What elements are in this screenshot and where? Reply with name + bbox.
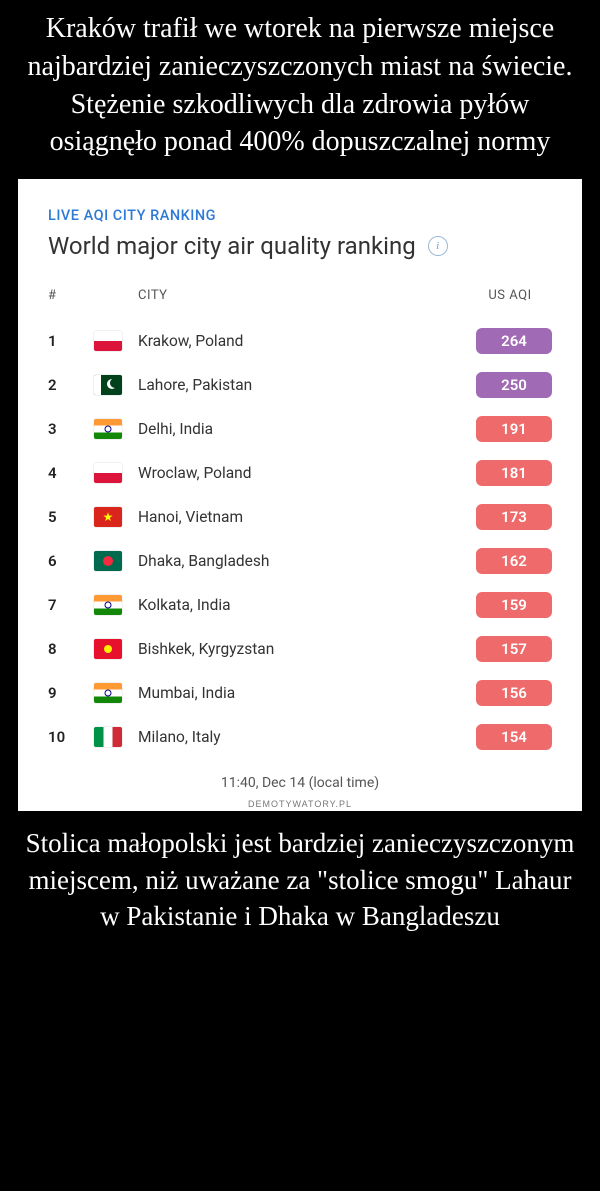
flag-icon: ★ [94,507,122,527]
table-row[interactable]: 8 Bishkek, Kyrgyzstan 157 [48,627,552,671]
table-row[interactable]: 7 Kolkata, India 159 [48,583,552,627]
caption: Stolica małopolski jest bardziej zaniecz… [0,811,600,956]
rank: 1 [48,332,94,350]
rank: 4 [48,464,94,482]
city-name: Wroclaw, Poland [138,464,468,482]
aqi-chip: 159 [476,592,552,618]
table-row[interactable]: 10 Milano, Italy 154 [48,715,552,759]
table-body: 1 Krakow, Poland 264 2 Lahore, Pakistan 250 3 D… [48,319,552,759]
aqi-chip: 250 [476,372,552,398]
flag-icon [94,419,122,439]
city-name: Krakow, Poland [138,332,468,350]
rank: 2 [48,376,94,394]
aqi-card: LIVE AQI CITY RANKING World major city a… [18,179,582,803]
timestamp: 11:40, Dec 14 (local time) [48,759,552,797]
rank: 7 [48,596,94,614]
flag-icon [94,463,122,483]
city-name: Lahore, Pakistan [138,376,468,394]
flag-icon [94,551,122,571]
aqi-chip: 264 [476,328,552,354]
city-name: Delhi, India [138,420,468,438]
flag-icon [94,595,122,615]
city-name: Bishkek, Kyrgyzstan [138,640,468,658]
aqi-chip: 154 [476,724,552,750]
aqi-chip: 162 [476,548,552,574]
flag-icon [94,727,122,747]
city-name: Dhaka, Bangladesh [138,552,468,570]
table-row[interactable]: 2 Lahore, Pakistan 250 [48,363,552,407]
card-title: World major city air quality ranking [48,232,416,260]
city-name: Milano, Italy [138,728,468,746]
flag-icon [94,639,122,659]
flag-icon [94,683,122,703]
flag-icon [94,375,122,395]
table-row[interactable]: 9 Mumbai, India 156 [48,671,552,715]
watermark: DEMOTYWATORY.PL [18,799,582,811]
city-name: Mumbai, India [138,684,468,702]
rank: 6 [48,552,94,570]
city-name: Hanoi, Vietnam [138,508,468,526]
city-name: Kolkata, India [138,596,468,614]
aqi-chip: 156 [476,680,552,706]
aqi-chip: 173 [476,504,552,530]
header-city: CITY [138,288,468,303]
headline: Kraków trafił we wtorek na pierwsze miej… [0,0,600,179]
info-icon[interactable]: i [428,236,448,256]
rank: 8 [48,640,94,658]
table-header: # CITY US AQI [48,288,552,303]
aqi-chip: 191 [476,416,552,442]
header-aqi: US AQI [468,288,552,303]
table-row[interactable]: 5★ Hanoi, Vietnam 173 [48,495,552,539]
card-title-row: World major city air quality ranking i [48,232,552,260]
table-row[interactable]: 3 Delhi, India 191 [48,407,552,451]
card-eyebrow: LIVE AQI CITY RANKING [48,207,552,224]
header-rank: # [48,288,94,303]
table-row[interactable]: 4 Wroclaw, Poland 181 [48,451,552,495]
rank: 10 [48,728,94,746]
rank: 5 [48,508,94,526]
aqi-chip: 157 [476,636,552,662]
rank: 3 [48,420,94,438]
aqi-chip: 181 [476,460,552,486]
table-row[interactable]: 6 Dhaka, Bangladesh 162 [48,539,552,583]
rank: 9 [48,684,94,702]
flag-icon [94,331,122,351]
table-row[interactable]: 1 Krakow, Poland 264 [48,319,552,363]
